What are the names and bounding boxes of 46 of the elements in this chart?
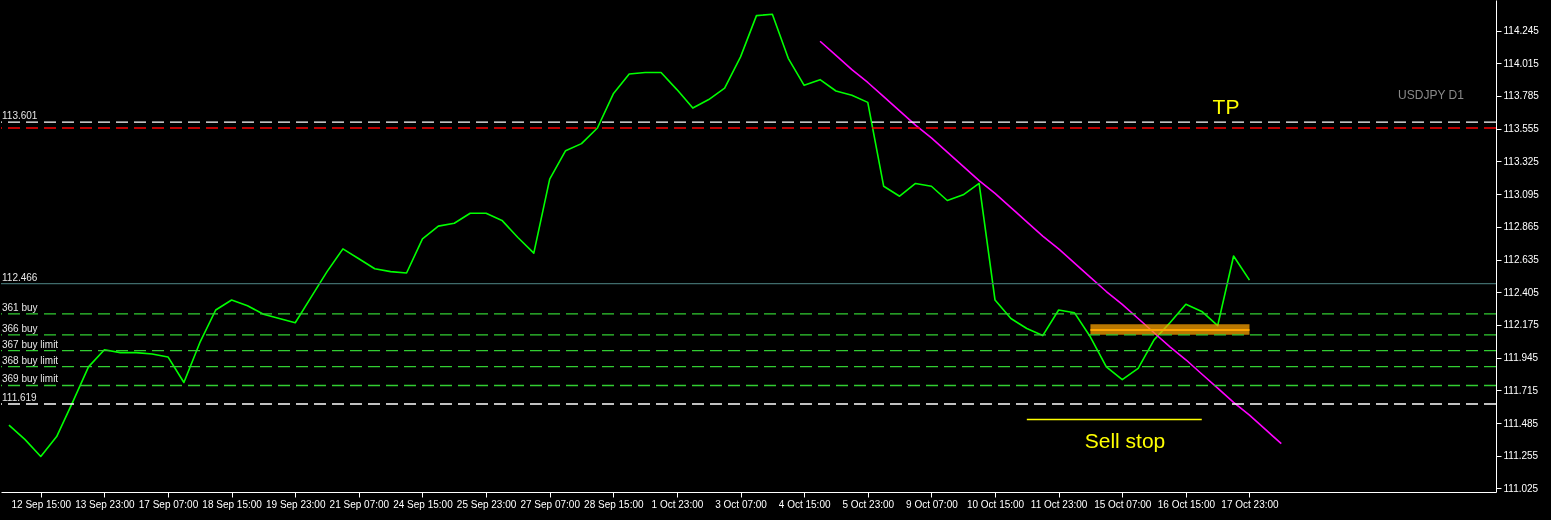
annotation: Sell stop	[1084, 429, 1166, 452]
x-tick-label: 24 Sep 15:00	[393, 498, 454, 510]
ref-line-label: 361 buy	[2, 301, 38, 313]
x-tick-label: 19 Sep 23:00	[265, 498, 326, 510]
y-tick-label: 113.095	[1503, 188, 1540, 200]
x-tick-label: 13 Sep 23:00	[75, 498, 136, 510]
y-tick-label: 111.485	[1503, 417, 1539, 429]
x-tick-label: 10 Oct 15:00	[966, 498, 1025, 510]
y-tick-label: 111.025	[1503, 482, 1539, 494]
ref-line-label: 369 buy limit	[2, 373, 59, 385]
x-tick-label: 11 Oct 23:00	[1030, 498, 1088, 510]
x-tick-label: 1 Oct 23:00	[651, 498, 704, 510]
x-tick-label: 27 Sep 07:00	[520, 498, 581, 510]
y-tick-label: 111.255	[1503, 450, 1539, 462]
x-tick-label: 25 Sep 23:00	[456, 498, 517, 510]
y-tick-label: 113.325	[1503, 155, 1540, 167]
y-tick-label: 114.015	[1503, 57, 1540, 69]
annotation: USDJPY D1	[1398, 88, 1465, 102]
x-tick-label: 9 Oct 07:00	[906, 498, 959, 510]
x-tick-label: 18 Sep 15:00	[202, 498, 263, 510]
x-tick-label: 16 Oct 15:00	[1157, 498, 1216, 510]
x-tick-label: 17 Oct 23:00	[1221, 498, 1280, 510]
y-tick-label: 111.945	[1503, 352, 1539, 364]
y-tick-label: 111.715	[1503, 384, 1539, 396]
y-tick-label: 113.555	[1503, 123, 1540, 135]
y-tick-label: 112.405	[1503, 286, 1540, 298]
y-tick-label: 112.635	[1503, 254, 1540, 266]
x-tick-label: 28 Sep 15:00	[584, 498, 644, 510]
ref-line-label: 366 buy	[2, 322, 38, 334]
x-tick-label: 17 Sep 07:00	[138, 498, 199, 510]
y-tick-label: 112.865	[1503, 221, 1540, 233]
ref-line-label: 111.619	[2, 391, 38, 403]
ref-line-label: 112.466	[2, 271, 38, 283]
x-tick-label: 12 Sep 15:00	[11, 498, 72, 510]
y-tick-label: 114.245	[1503, 25, 1540, 37]
x-tick-label: 4 Oct 15:00	[778, 498, 831, 510]
ref-line-label: 113.601	[2, 110, 38, 122]
x-tick-label: 3 Oct 07:00	[715, 498, 768, 510]
ref-line-label: 367 buy limit	[2, 338, 59, 350]
x-tick-label: 21 Sep 07:00	[329, 498, 390, 510]
y-tick-label: 112.175	[1503, 319, 1540, 331]
x-tick-label: 15 Oct 07:00	[1094, 498, 1152, 510]
ref-line-label: 368 buy limit	[2, 354, 59, 366]
y-tick-label: 113.785	[1503, 90, 1540, 102]
x-tick-label: 5 Oct 23:00	[842, 498, 895, 510]
annotation: TP	[1212, 95, 1240, 118]
